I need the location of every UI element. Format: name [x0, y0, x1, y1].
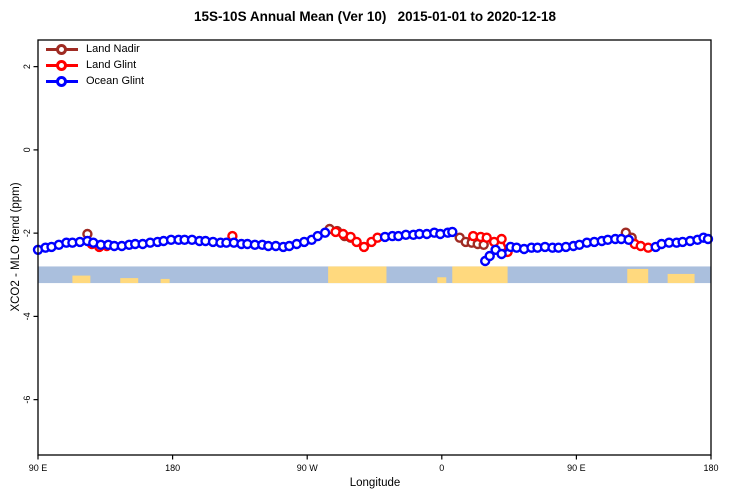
series-point-land-glint [351, 236, 362, 248]
plot-border [37, 39, 712, 456]
map-band-land-patch [437, 277, 447, 284]
map-band-land-patch [667, 273, 695, 284]
legend-label: Ocean Glint [86, 75, 145, 87]
series-point-land-glint [481, 232, 492, 243]
legend-label: Land Glint [86, 59, 137, 71]
legend-marker-icon [46, 59, 78, 71]
x-tick-label: 180 [703, 463, 718, 473]
x-axis-title: Longitude [349, 477, 401, 489]
x-tick-label: 180 [165, 463, 180, 473]
map-band-land-patch [627, 268, 649, 284]
legend-item-land-nadir: Land Nadir [46, 42, 144, 56]
legend-circle [56, 59, 67, 71]
series-point-ocean-glint [319, 227, 331, 238]
y-tick-label: -4 [22, 312, 32, 320]
y-tick-label: 0 [22, 147, 32, 152]
series-point-land-glint [358, 241, 370, 253]
y-tick-label: -2 [22, 229, 32, 237]
series-point-ocean-glint [447, 226, 458, 238]
series-point-ocean-glint [702, 233, 714, 245]
map-band-land-patch [72, 275, 91, 284]
series-point-ocean-glint [496, 248, 507, 260]
y-tick-label: 2 [22, 64, 32, 69]
series-point-land-glint [496, 233, 507, 245]
map-band-land-patch [328, 266, 387, 284]
series-point-ocean-glint [623, 234, 634, 246]
map-band-land-patch [160, 278, 170, 284]
y-axis-title: XCO2 - MLO trend (ppm) [10, 182, 22, 312]
series-point-ocean-glint [484, 250, 495, 262]
chart-title: 15S-10S Annual Mean (Ver 10) 2015-01-01 … [194, 9, 556, 24]
x-tick-label: 0 [439, 463, 444, 473]
x-tick-label: 90 E [29, 463, 48, 473]
x-tick-label: 90 E [567, 463, 586, 473]
legend-item-land-glint: Land Glint [46, 58, 144, 72]
legend-circle [56, 43, 67, 55]
y-tick-label: -6 [22, 396, 32, 404]
legend: Land Nadir Land Glint Ocean Glint [46, 42, 144, 88]
legend-label: Land Nadir [86, 43, 140, 55]
x-tick-label: 90 W [297, 463, 319, 473]
legend-circle [56, 75, 67, 87]
legend-marker-icon [46, 43, 78, 55]
legend-marker-icon [46, 75, 78, 87]
map-band-land-patch [452, 266, 508, 284]
legend-item-ocean-glint: Ocean Glint [46, 74, 144, 88]
map-band-land-patch [120, 278, 139, 284]
